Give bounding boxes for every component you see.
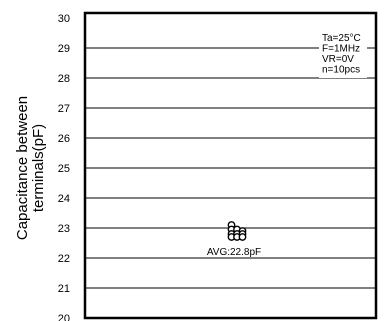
y-tick-label: 25 bbox=[58, 163, 70, 175]
data-point bbox=[238, 233, 247, 241]
y-tick-label: 21 bbox=[58, 283, 70, 295]
y-tick-label: 28 bbox=[58, 73, 70, 85]
y-axis-label-line1: Capacitance between bbox=[14, 96, 31, 240]
average-annotation: AVG:22.8pF bbox=[207, 247, 261, 258]
y-tick-label: 26 bbox=[58, 133, 70, 145]
y-tick-label: 23 bbox=[58, 223, 70, 235]
condition-text: F=1MHz bbox=[322, 44, 360, 55]
y-tick-label: 29 bbox=[58, 43, 70, 55]
conditions-background bbox=[319, 30, 367, 78]
y-axis-label-line2: terminals(pF) bbox=[30, 124, 47, 212]
condition-text: Ta=25°C bbox=[322, 33, 361, 44]
y-axis-label: Capacitance between terminals(pF) bbox=[14, 96, 47, 240]
condition-text: n=10pcs bbox=[322, 65, 360, 76]
plot-frame bbox=[83, 11, 378, 320]
y-tick-labels: 30 29 28 27 26 25 24 23 22 21 20 bbox=[58, 13, 70, 321]
y-tick-label: 22 bbox=[58, 253, 70, 265]
y-tick-label: 24 bbox=[58, 193, 70, 205]
data-points bbox=[227, 221, 247, 241]
condition-text: VR=0V bbox=[322, 54, 354, 65]
y-tick-label: 20 bbox=[58, 313, 70, 321]
grid-lines bbox=[85, 47, 376, 289]
y-tick-label: 30 bbox=[58, 13, 70, 25]
y-tick-label: 27 bbox=[58, 103, 70, 115]
